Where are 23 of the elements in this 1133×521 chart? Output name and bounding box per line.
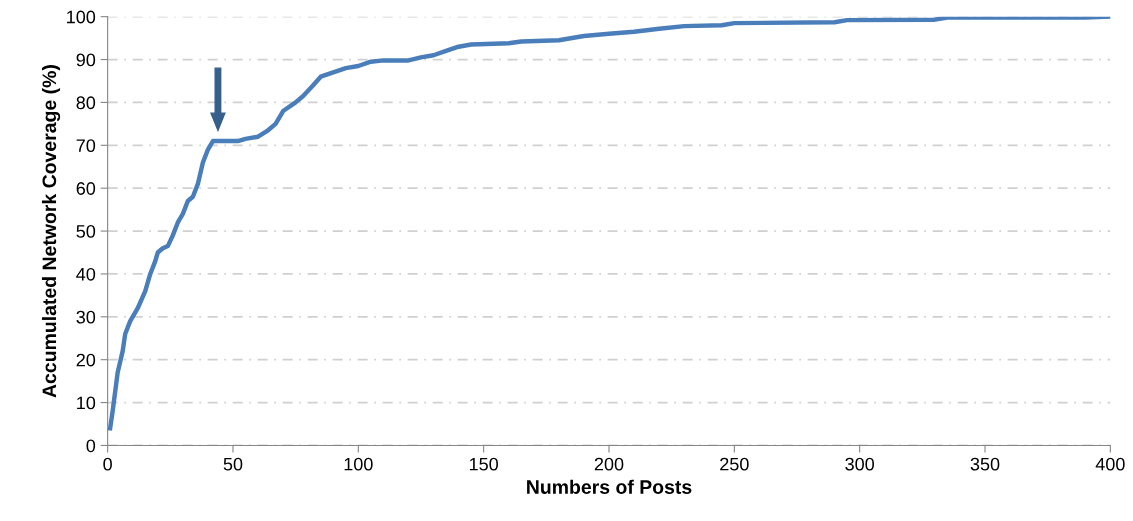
x-tick-label: 150 <box>469 457 499 471</box>
x-tick-label: 200 <box>594 457 624 471</box>
y-tick-label: 80 <box>76 96 96 110</box>
x-tick-label: 0 <box>103 457 112 471</box>
line-series <box>107 16 1111 431</box>
x-tick-label: 300 <box>845 457 875 471</box>
y-tick-label: 40 <box>76 267 96 281</box>
x-tick-label: 50 <box>223 457 243 471</box>
y-tick-label: 10 <box>77 396 96 410</box>
x-tick-label: 250 <box>720 457 749 471</box>
x-tick-label: 100 <box>344 457 373 471</box>
y-tick-label: 50 <box>76 225 96 238</box>
y-tick-label: 70 <box>76 139 96 153</box>
y-tick-label: 20 <box>76 353 96 367</box>
x-tick-label: 350 <box>970 457 1000 471</box>
y-tick-label: 0 <box>86 439 96 453</box>
x-axis-title: Numbers of Posts <box>527 479 692 494</box>
x-tick-label: 400 <box>1095 457 1125 471</box>
y-tick-label: 60 <box>76 182 96 195</box>
y-tick-label: 90 <box>76 53 96 67</box>
y-tick-label: 100 <box>67 10 96 24</box>
y-axis-title: Accumulated Network Coverage (%) <box>41 65 61 398</box>
y-tick-label: 30 <box>76 310 96 324</box>
